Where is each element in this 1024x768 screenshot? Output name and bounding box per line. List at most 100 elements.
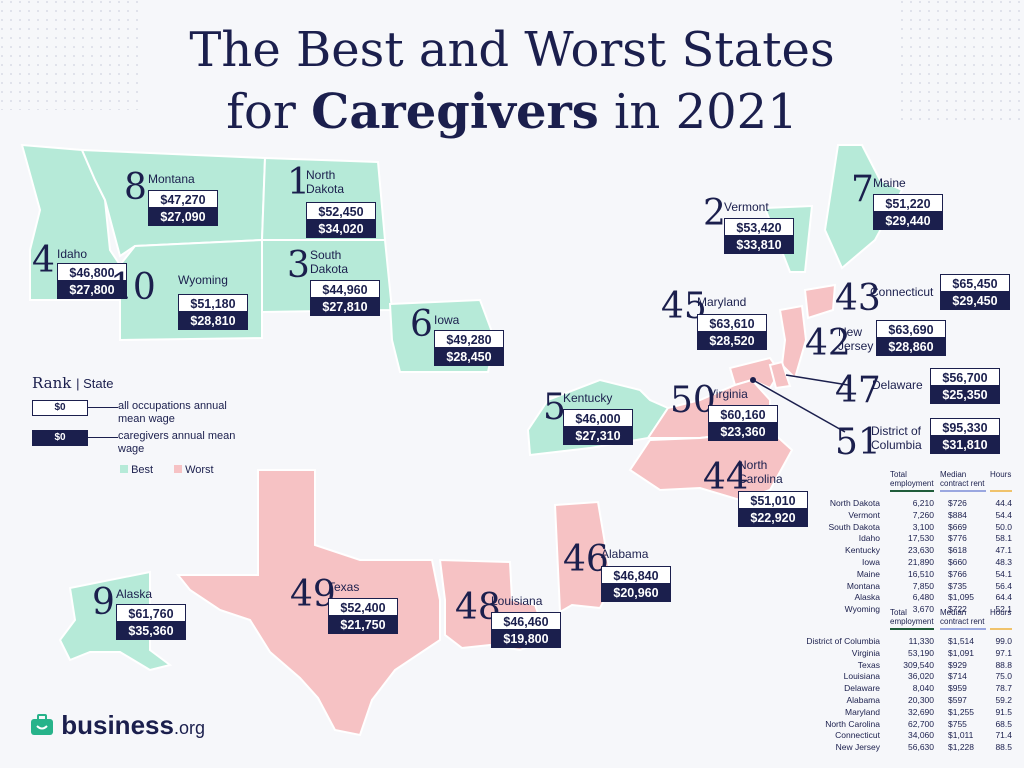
table-cell: 21,890 [908,557,934,567]
state-name: North Dakota [306,168,345,196]
table-cell: $1,091 [948,647,974,658]
state-rank: 3 [287,245,310,286]
state-rank: 43 [835,278,881,319]
state-delaware [768,360,792,390]
state-name: Iowa [434,313,460,327]
legend-all-label: all occupations annual mean wage [118,400,227,425]
state-name: Alaska [116,587,153,601]
state-name: South Dakota [310,248,349,276]
state-name: Connecticut [870,285,934,299]
all-occupations-wage: $61,760 [116,604,186,622]
table-cell: 53,190 [908,647,934,658]
table-row-state: Iowa [862,557,880,567]
state-rank: 51 [835,422,881,463]
state-name: Delaware [872,378,923,392]
state-new-jersey [778,304,808,380]
table-row-state: Alabama [846,695,880,705]
table-cell: $1,095 [948,592,974,603]
state-connecticut [803,283,837,320]
caregiver-wage: $25,350 [930,386,1000,404]
table-row-state: Vermont [848,509,880,520]
table-header: Total employment [890,608,934,626]
all-occupations-wage: $51,180 [178,294,248,312]
table-cell: $1,228 [948,742,974,753]
table-cell: $1,011 [948,730,974,741]
all-occupations-wage: $63,690 [876,320,946,338]
caregiver-wage: $29,440 [873,212,943,230]
state-name: District of Columbia [871,424,922,452]
table-cell: 99.0 [995,636,1012,646]
state-rank: 47 [835,370,881,411]
table-cell: $1,514 [948,636,974,646]
table-cell: $929 [948,659,967,670]
table-cell: 56.4 [995,580,1012,591]
legend-cg-label: caregivers annual mean wage [118,430,236,455]
all-occupations-wage: $51,220 [873,194,943,212]
table-cell: 68.5 [995,718,1012,729]
caregiver-wage: $27,310 [563,427,633,445]
all-occupations-wage: $47,270 [148,190,218,208]
table-cell: 3,670 [912,604,934,615]
table-cell: $755 [948,718,967,729]
table-row-state: Texas [857,659,880,670]
table-cell: 23,630 [908,545,934,556]
table-cell: 7,850 [912,580,934,591]
all-occupations-wage: $46,840 [601,566,671,584]
caregiver-wage: $35,360 [116,622,186,640]
table-cell: 17,530 [908,533,934,544]
table-cell: 88.8 [995,659,1012,670]
table-cell: 11,330 [908,636,934,646]
table-cell: 8,040 [912,683,934,694]
all-occupations-wage: $65,450 [940,274,1010,292]
table-header-underline [940,628,986,630]
all-occupations-wage: $51,010 [738,491,808,509]
table-cell: $618 [948,545,967,556]
table-header: Hours [990,470,1012,479]
table-cell: 309,540 [903,659,934,670]
worst-states [175,283,837,737]
table-cell: $726 [948,498,967,508]
legend-cg-connector [88,437,118,438]
state-name: Louisiana [491,594,543,608]
table-cell: $714 [948,671,967,682]
table-cell: 6,210 [912,498,934,508]
state-name: Kentucky [563,391,613,405]
state-rank: 8 [124,167,147,208]
legend-worst: Worst [174,464,214,476]
table-header-underline [890,490,934,492]
table-cell: 75.0 [995,671,1012,682]
delaware-pointer-line [785,374,849,386]
all-occupations-wage: $46,000 [563,409,633,427]
table-row-state: Maine [856,568,880,579]
table-header-underline [890,628,934,630]
table-cell: 62,700 [908,718,934,729]
table-row-state: Wyoming [844,604,880,615]
table-cell: $669 [948,521,967,532]
all-occupations-wage: $56,700 [930,368,1000,386]
table-cell: $597 [948,695,967,705]
state-rank: 1 [287,162,310,203]
caregiver-wage: $28,860 [876,338,946,356]
table-cell: 7,260 [912,509,934,520]
state-name: North Carolina [738,458,783,486]
caregiver-wage: $19,800 [491,630,561,648]
all-occupations-wage: $44,960 [310,280,380,298]
table-cell: 78.7 [995,683,1012,694]
table-header: Total employment [890,470,934,488]
state-name: Maryland [697,295,747,309]
table-cell: 64.4 [995,592,1012,603]
caregiver-wage: $28,450 [434,348,504,366]
all-occupations-wage: $52,400 [328,598,398,616]
table-cell: 44.4 [995,498,1012,508]
all-occupations-wage: $63,610 [697,314,767,332]
table-cell: 54.1 [995,568,1012,579]
state-rank: 7 [851,169,874,210]
table-cell: 20,300 [908,695,934,705]
dc-pointer-line [752,379,846,433]
state-name: Alabama [601,547,649,561]
table-header: Median contract rent [940,470,985,488]
caregiver-wage: $20,960 [601,584,671,602]
all-occupations-wage: $60,160 [708,405,778,423]
legend-cg-sample: $0 [32,430,88,446]
